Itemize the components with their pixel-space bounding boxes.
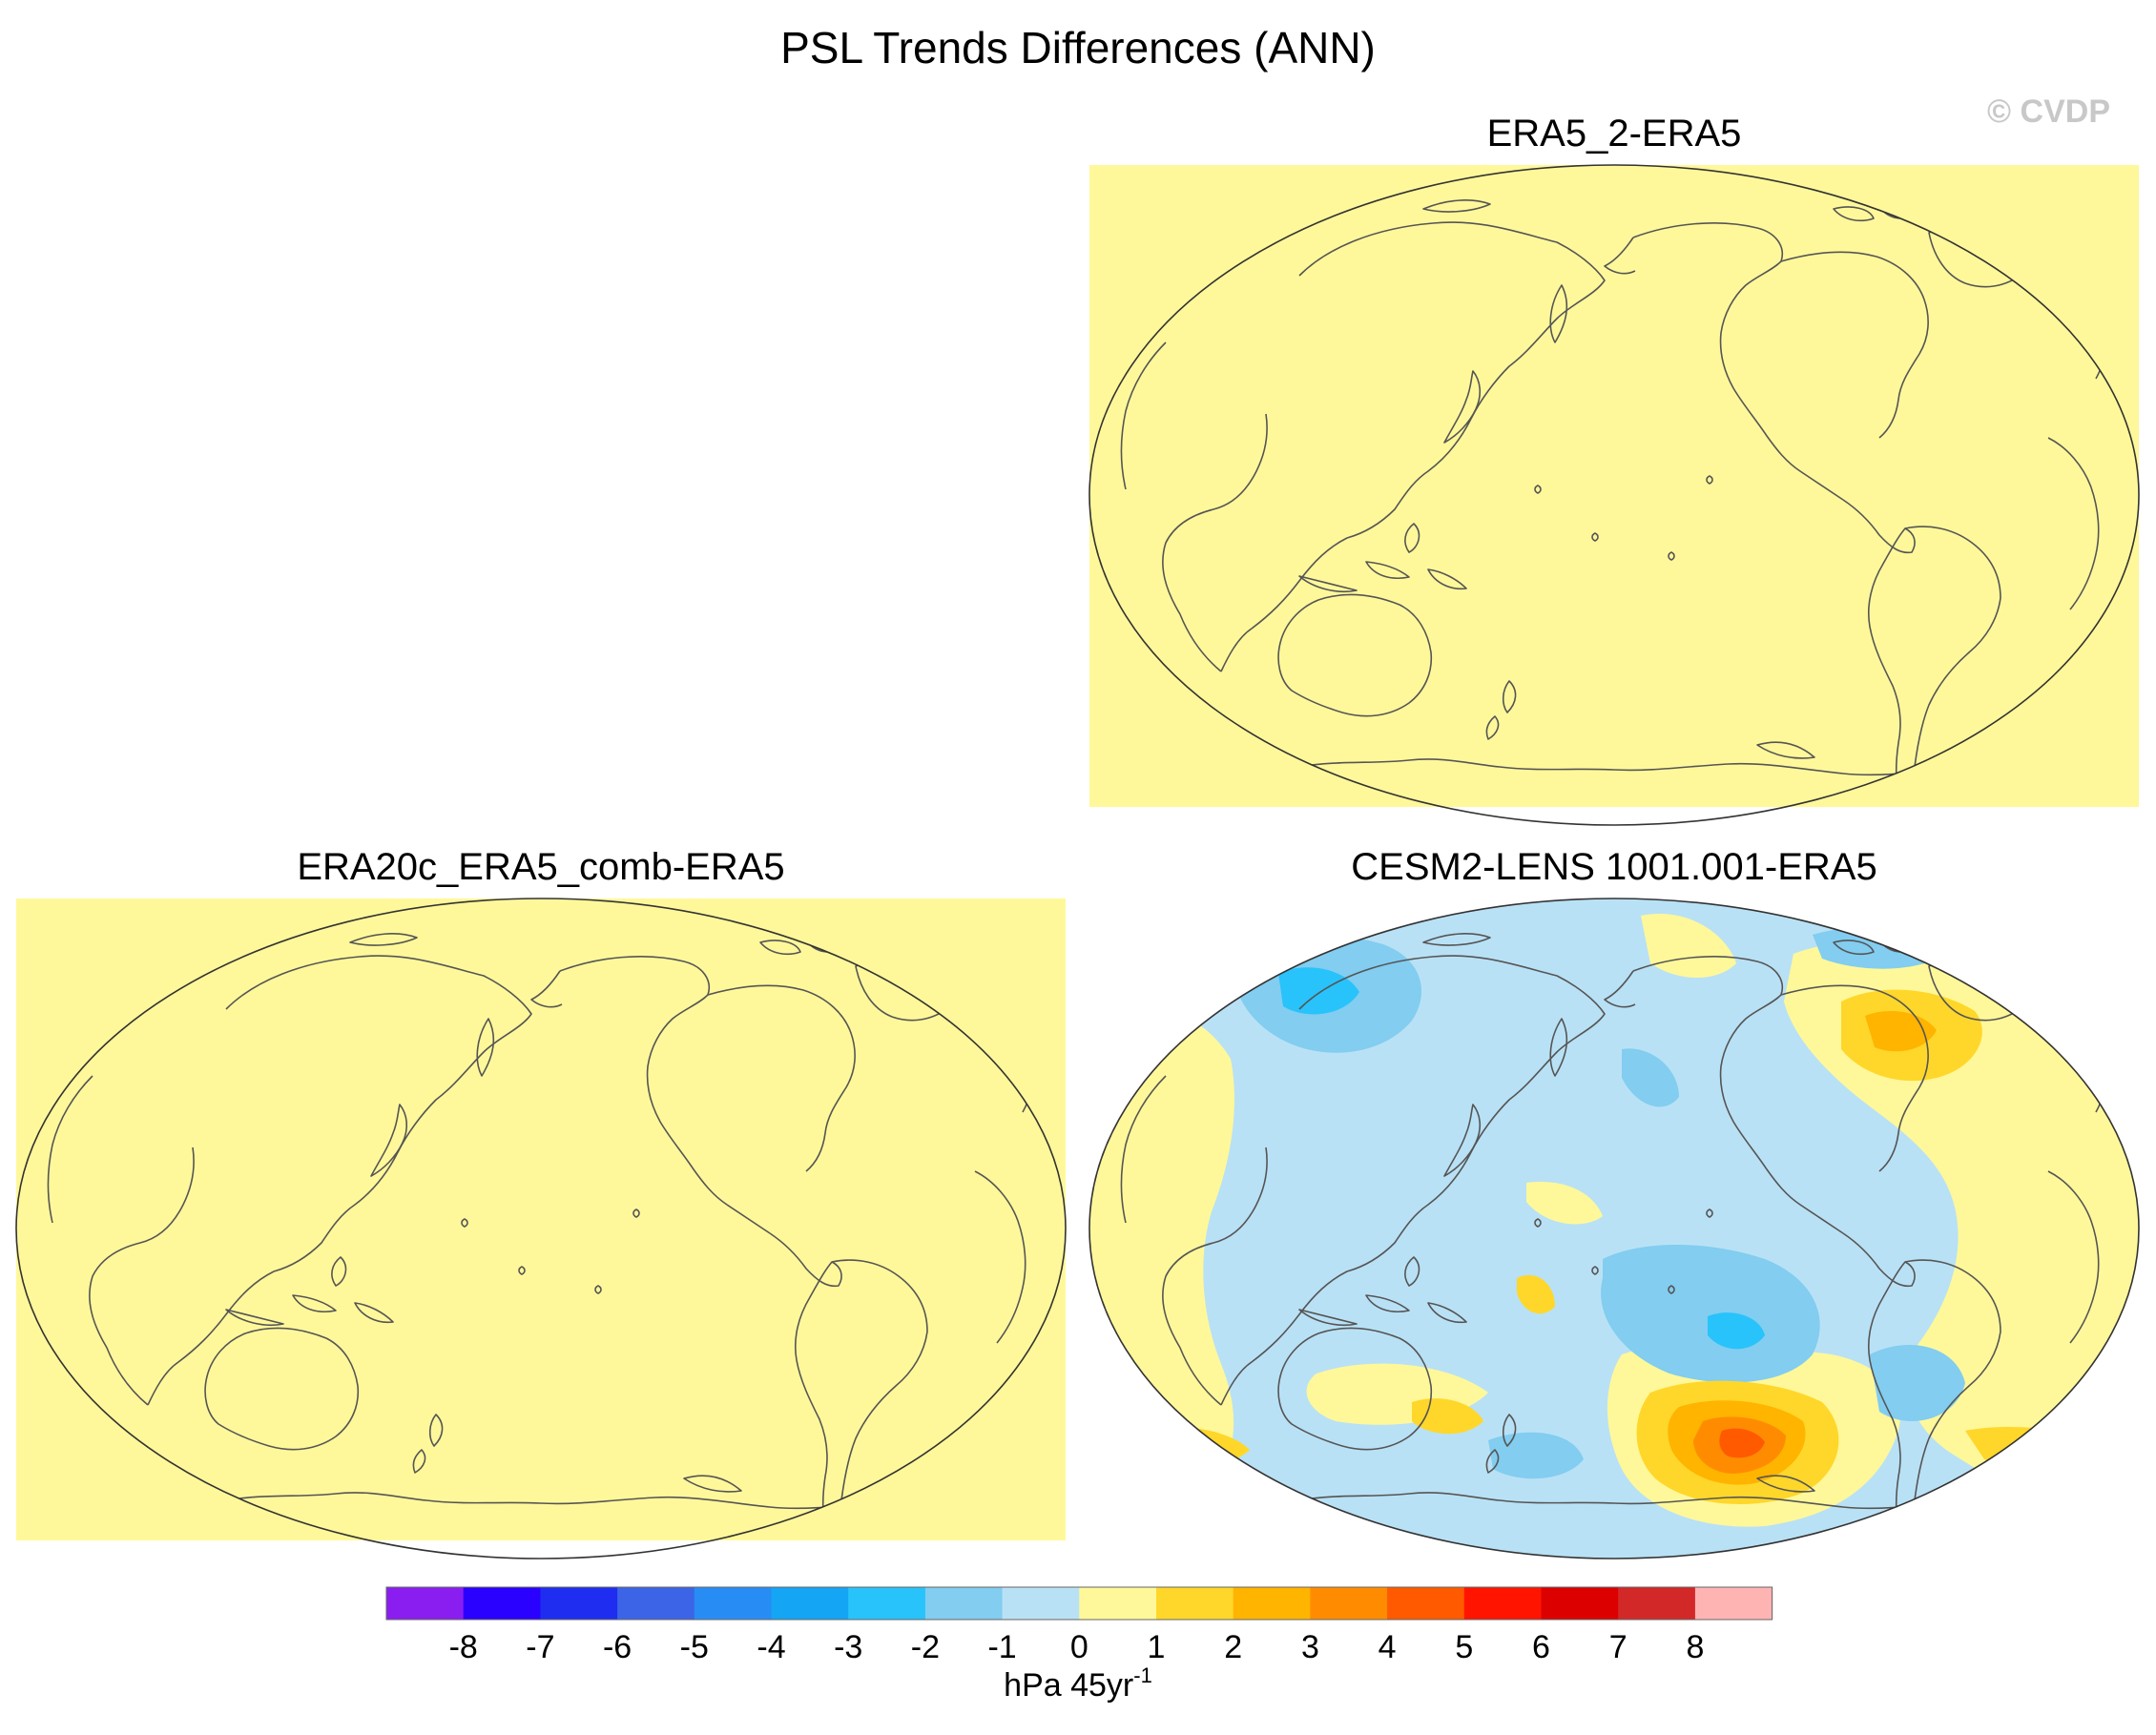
colorbar-tick-label: 4 [1379,1629,1397,1665]
colorbar-swatch [771,1587,849,1620]
colorbar-swatch [1233,1587,1311,1620]
colorbar-swatch [617,1587,695,1620]
colorbar-swatch [1310,1587,1388,1620]
colorbar-swatch [1387,1587,1465,1620]
colorbar-tick-label: -6 [603,1629,632,1665]
colorbar: -8 -7 -6 -5 -4 -3 -2 -1 0 1 2 3 4 5 6 7 8 [385,1586,1773,1665]
anomaly-layer-cesm2 [1089,914,2139,1545]
colorbar-swatch [848,1587,926,1620]
colorbar-units: hPa 45yr-1 [1004,1663,1152,1704]
colorbar-tick-label: -4 [757,1629,785,1665]
figure-title: PSL Trends Differences (ANN) [780,23,1376,72]
colorbar-tick-label: 0 [1070,1629,1088,1665]
colorbar-tick-label: 5 [1455,1629,1473,1665]
colorbar-tick-label: -2 [911,1629,940,1665]
colorbar-tick-label: -5 [680,1629,709,1665]
cvdp-credit: © CVDP [1987,93,2110,130]
colorbar-tick-label: -1 [987,1629,1016,1665]
colorbar-swatch [1156,1587,1234,1620]
colorbar-swatch [540,1587,618,1620]
colorbar-tick-label: 6 [1532,1629,1550,1665]
colorbar-swatch [1541,1587,1619,1620]
colorbar-tick-label: 7 [1609,1629,1627,1665]
colorbar-tick-label: -7 [526,1629,554,1665]
colorbar-swatch [1002,1587,1080,1620]
colorbar-swatch [1694,1587,1773,1620]
colorbar-swatch [924,1587,1004,1620]
panel-title-era5-2: ERA5_2-ERA5 [1487,113,1742,155]
panel-title-era20c: ERA20c_ERA5_comb-ERA5 [297,846,784,888]
colorbar-tick-label: 8 [1686,1629,1704,1665]
panel-title-cesm2: CESM2-LENS 1001.001-ERA5 [1351,846,1876,888]
panel-era20c: ERA20c_ERA5_comb-ERA5 [15,846,1067,1559]
colorbar-tick-label: 3 [1301,1629,1319,1665]
globe-outline-era20c [15,898,1067,1559]
globe-outline-era5-2 [1088,164,2140,826]
colorbar-tick-label: -8 [449,1629,478,1665]
panel-era5-2: ERA5_2-ERA5 [1088,113,2140,826]
panel-cesm2: CESM2-LENS 1001.001-ERA5 [1088,846,2140,1559]
colorbar-tick-label: 1 [1148,1629,1166,1665]
colorbar-swatch [386,1587,465,1620]
colorbar-units-exponent: -1 [1133,1663,1152,1687]
colorbar-swatch [463,1587,541,1620]
colorbar-swatch [1463,1587,1543,1620]
colorbar-frame [385,1586,1773,1621]
colorbar-swatch [1618,1587,1696,1620]
colorbar-swatch [694,1587,773,1620]
colorbar-units-base: hPa 45yr [1004,1667,1133,1704]
colorbar-swatch [1079,1587,1157,1620]
colorbar-tick-label: 2 [1224,1629,1242,1665]
globe-outline-cesm2 [1088,898,2140,1559]
colorbar-tick-label: -3 [834,1629,862,1665]
